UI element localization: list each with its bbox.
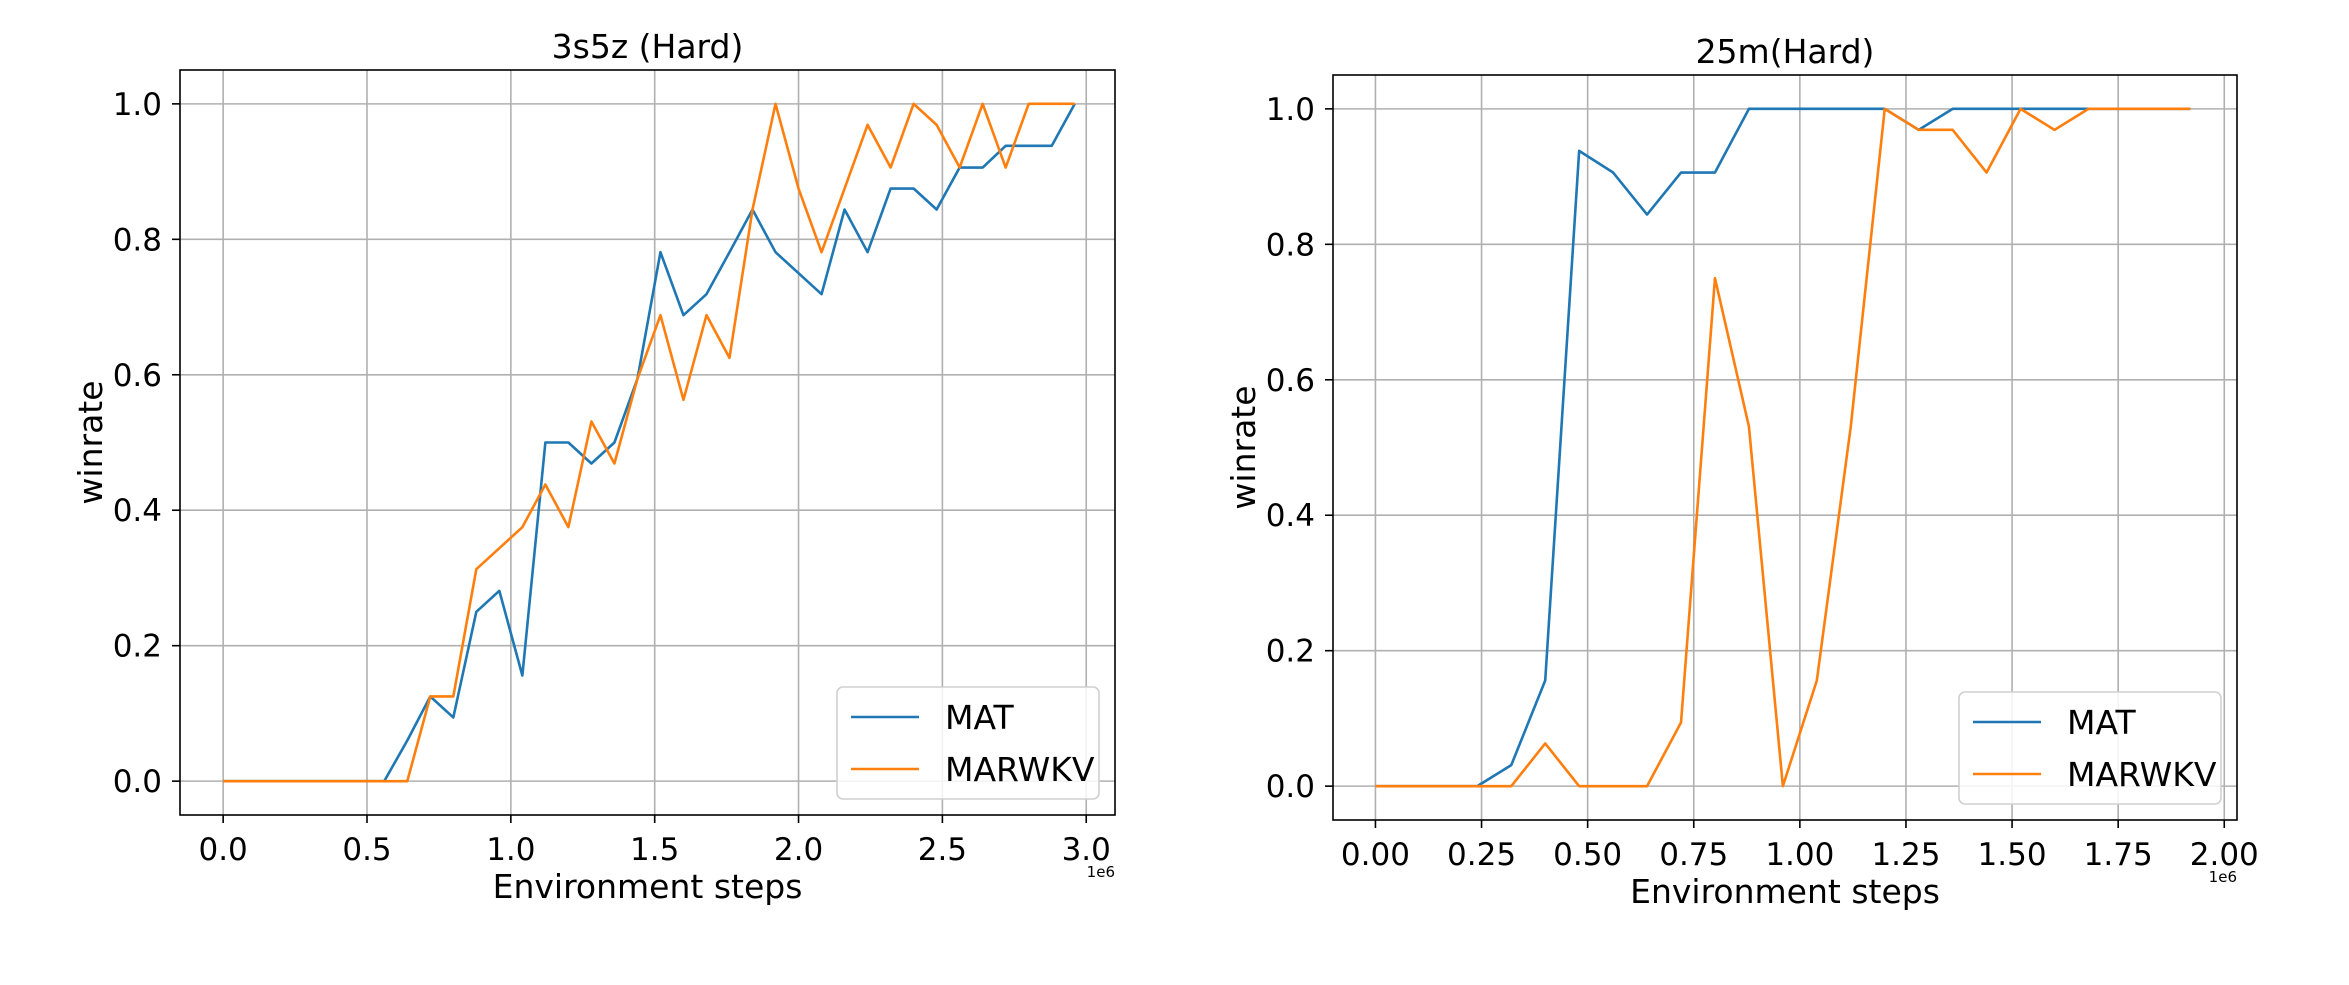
x-tick-label: 2.0 — [774, 832, 823, 868]
x-tick-label: 0.75 — [1659, 837, 1728, 873]
y-tick-label: 0.8 — [1266, 227, 1315, 263]
x-offset-label: 1e6 — [1087, 863, 1115, 881]
legend-label-marwkv: MARWKV — [945, 750, 1095, 789]
legend-label-mat: MAT — [945, 698, 1014, 737]
x-axis-label: Environment steps — [493, 867, 803, 906]
chart-title: 3s5z (Hard) — [552, 27, 744, 66]
y-tick-label: 0.0 — [113, 764, 162, 800]
legend: MAT MARWKV — [1958, 691, 2222, 805]
legend-label-mat: MAT — [2067, 703, 2136, 742]
y-tick-label: 1.0 — [1266, 92, 1315, 128]
x-tick-label: 1.0 — [486, 832, 535, 868]
y-tick-label: 0.4 — [1266, 498, 1315, 534]
x-tick-label: 2.00 — [2190, 837, 2259, 873]
series-line-marwkv — [223, 102, 1075, 783]
x-axis-label: Environment steps — [1630, 872, 1940, 911]
x-tick-label: 1.25 — [1871, 837, 1940, 873]
legend-label-marwkv: MARWKV — [2067, 755, 2217, 794]
chart-3s5z: 0.0 0.5 1.0 1.5 2.0 2.5 3.0 0.0 0.2 0.4 0.6 0.8 1.0 1… — [71, 27, 1116, 906]
y-tick-label: 0.6 — [1266, 363, 1315, 399]
plot-frame — [1332, 74, 2238, 821]
y-tick-label: 0.0 — [1266, 769, 1315, 805]
x-tick-label: 2.5 — [918, 832, 967, 868]
y-tick-label: 0.4 — [113, 493, 162, 529]
series-line-mat — [1375, 107, 2191, 788]
series-line-marwkv — [1375, 107, 2191, 788]
plot-frame — [179, 69, 1116, 816]
x-tick-label: 0.0 — [198, 832, 247, 868]
x-offset-label: 1e6 — [2209, 868, 2237, 886]
y-axis-label: winrate — [1224, 385, 1263, 509]
chart-25m: 0.00 0.25 0.50 0.75 1.00 1.25 1.50 1.75 2.00 0.0 0… — [1224, 32, 2259, 911]
x-tick-label: 0.5 — [342, 832, 391, 868]
x-tick-label: 1.50 — [1978, 837, 2047, 873]
x-tick-label: 1.00 — [1765, 837, 1834, 873]
y-tick-label: 0.2 — [113, 629, 162, 665]
y-axis-label: winrate — [71, 380, 110, 504]
legend-box — [1958, 691, 2222, 805]
x-tick-label: 0.00 — [1341, 837, 1410, 873]
y-tick-label: 0.8 — [113, 222, 162, 258]
y-tick-label: 1.0 — [113, 87, 162, 123]
x-tick-label: 1.75 — [2084, 837, 2153, 873]
x-tick-label: 0.50 — [1553, 837, 1622, 873]
y-tick-label: 0.2 — [1266, 634, 1315, 670]
chart-title: 25m(Hard) — [1696, 32, 1875, 71]
x-tick-label: 3.0 — [1062, 832, 1111, 868]
legend-box — [836, 686, 1100, 800]
x-tick-label: 1.5 — [630, 832, 679, 868]
y-tick-label: 0.6 — [113, 358, 162, 394]
legend: MAT MARWKV — [836, 686, 1100, 800]
x-tick-label: 0.25 — [1447, 837, 1516, 873]
